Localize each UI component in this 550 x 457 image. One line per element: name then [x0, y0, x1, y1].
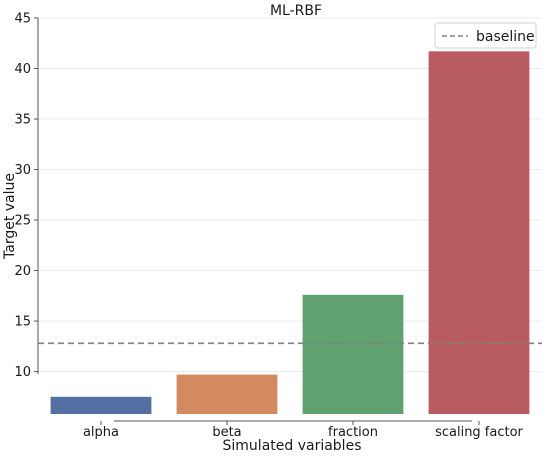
chart-title: ML-RBF	[270, 3, 322, 19]
bar-scaling-factor	[428, 51, 530, 415]
y-tick-label: 15	[14, 315, 31, 330]
x-tick-label: beta	[212, 425, 241, 440]
legend-baseline-label: baseline	[476, 29, 535, 45]
legend-box	[434, 22, 537, 49]
y-tick-label: 20	[14, 264, 31, 279]
y-ticks: 10 15 20 25 30 35 40 45	[14, 12, 38, 380]
grid-lines	[38, 17, 542, 373]
x-tick-label: alpha	[83, 425, 119, 440]
y-tick-label: 40	[14, 62, 31, 77]
x-ticks: alpha beta fraction scaling factor	[83, 421, 524, 440]
y-tick-label: 45	[14, 12, 31, 27]
x-axis-title: Simulated variables	[223, 438, 362, 454]
y-tick-label: 30	[14, 163, 31, 178]
axes	[37, 18, 472, 422]
bars	[50, 51, 530, 415]
bar-alpha	[50, 396, 152, 414]
x-tick-label: fraction	[328, 425, 378, 440]
y-tick-label: 35	[14, 113, 31, 128]
bar-beta	[176, 374, 278, 414]
y-tick-label: 10	[14, 365, 31, 380]
legend: baseline	[434, 22, 537, 49]
x-tick-label: scaling factor	[435, 425, 523, 440]
bar-fraction	[302, 294, 404, 414]
y-axis-title: Target value	[2, 173, 18, 260]
y-tick-label: 25	[14, 214, 31, 229]
